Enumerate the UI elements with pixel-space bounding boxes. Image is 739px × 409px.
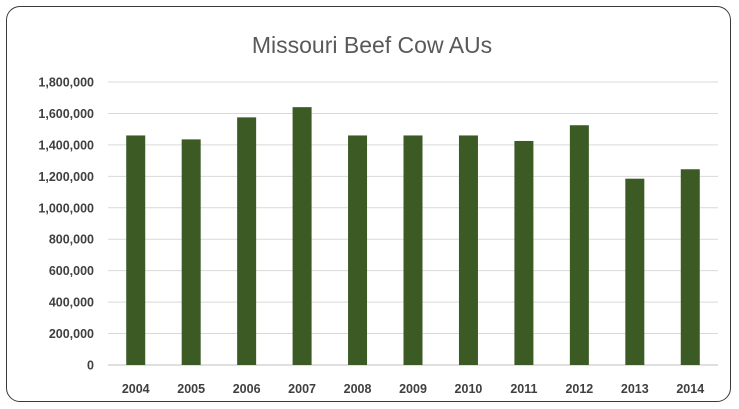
y-tick-labels: 0 200,000 400,000 600,000 800,000 1,000,000 1,…	[38, 76, 94, 373]
x-tick-label: 2005	[177, 382, 205, 396]
x-tick-label: 2004	[122, 382, 150, 396]
bar-2012	[569, 125, 589, 365]
bar-2011	[514, 140, 534, 365]
y-tick-label: 1,600,000	[38, 107, 94, 121]
y-tick-label: 200,000	[49, 327, 94, 341]
x-tick-label: 2014	[676, 382, 704, 396]
y-tick-label: 1,200,000	[38, 170, 94, 184]
y-tick-label: 0	[87, 359, 94, 373]
x-tick-labels: 2004 2005 2006 2007 2008 2009 2010 2011 2012 2013…	[122, 382, 704, 396]
bar-2013	[625, 178, 645, 365]
chart-title: Missouri Beef Cow AUs	[252, 32, 492, 58]
bar-2008	[348, 135, 368, 365]
bar-2010	[458, 135, 478, 365]
x-tick-label: 2010	[455, 382, 483, 396]
y-tick-label: 400,000	[49, 296, 94, 310]
y-tick-label: 600,000	[49, 264, 94, 278]
bar-2009	[403, 135, 423, 365]
bar-2014	[680, 169, 700, 365]
y-tick-label: 1,000,000	[38, 201, 94, 215]
y-tick-label: 1,400,000	[38, 138, 94, 152]
bars	[126, 107, 700, 366]
x-tick-label: 2007	[288, 382, 316, 396]
x-tick-label: 2009	[399, 382, 427, 396]
x-tick-label: 2013	[621, 382, 649, 396]
x-tick-label: 2008	[344, 382, 372, 396]
y-tick-label: 1,800,000	[38, 76, 94, 90]
gridlines	[108, 81, 718, 366]
x-tick-label: 2011	[510, 382, 537, 396]
x-tick-label: 2006	[233, 382, 261, 396]
bar-2006	[237, 117, 257, 365]
y-tick-label: 800,000	[49, 233, 94, 247]
bar-2007	[292, 107, 312, 366]
bar-2004	[126, 135, 146, 365]
bar-2005	[181, 139, 201, 365]
x-tick-label: 2012	[565, 382, 593, 396]
